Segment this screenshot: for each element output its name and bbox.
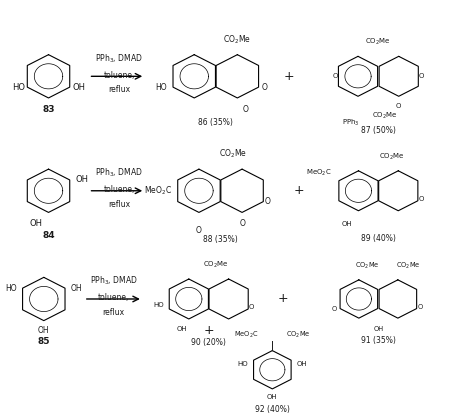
Text: O: O [419,196,424,202]
Text: reflux: reflux [102,308,125,317]
Text: HO: HO [153,302,164,308]
Text: +: + [294,184,304,197]
Text: OH: OH [177,326,187,331]
Text: HO: HO [237,361,248,367]
Text: CO$_2$Me: CO$_2$Me [356,261,380,271]
Text: O: O [240,219,246,228]
Text: 90 (20%): 90 (20%) [191,338,226,347]
Text: 83: 83 [42,106,55,114]
Text: O: O [249,304,255,310]
Text: CO$_2$Me: CO$_2$Me [372,111,398,121]
Text: OH: OH [72,83,85,92]
Text: 92 (40%): 92 (40%) [255,405,290,414]
Text: PPh$_3$, DMAD: PPh$_3$, DMAD [95,52,143,65]
Text: PPh$_3$, DMAD: PPh$_3$, DMAD [95,167,143,179]
Text: PPh$_3$, DMAD: PPh$_3$, DMAD [90,275,137,287]
Text: CO$_2$Me: CO$_2$Me [396,261,421,271]
Text: HO: HO [12,83,25,92]
Text: OH: OH [30,219,43,228]
Text: 89 (40%): 89 (40%) [361,234,396,243]
Text: OH: OH [296,361,307,367]
Text: CO$_2$Me: CO$_2$Me [365,37,391,47]
Text: toluene,: toluene, [103,185,135,194]
Text: O: O [419,73,424,79]
Text: PPh$_3$: PPh$_3$ [342,118,360,128]
Text: O: O [332,305,337,312]
Text: CO$_2$Me: CO$_2$Me [379,151,405,162]
Text: 84: 84 [42,231,55,240]
Text: +: + [278,292,289,305]
Text: MeO$_2$C: MeO$_2$C [306,168,331,178]
Text: 86 (35%): 86 (35%) [198,118,233,127]
Text: reflux: reflux [108,200,130,209]
Text: +: + [203,324,214,337]
Text: 85: 85 [37,337,50,346]
Text: OH: OH [267,394,278,400]
Text: OH: OH [374,326,383,331]
Text: OH: OH [342,221,353,227]
Text: reflux: reflux [108,85,130,94]
Text: MeO$_2$C: MeO$_2$C [144,184,172,197]
Text: O: O [242,106,248,114]
Text: CO$_2$Me: CO$_2$Me [202,260,228,270]
Text: toluene,: toluene, [98,293,129,302]
Text: CO$_2$Me: CO$_2$Me [219,147,246,160]
Text: O: O [418,304,423,310]
Text: OH: OH [71,284,82,292]
Text: O: O [332,73,337,79]
Text: OH: OH [38,326,50,335]
Text: O: O [196,226,202,235]
Text: 88 (35%): 88 (35%) [203,235,238,244]
Text: O: O [396,103,401,109]
Text: 91 (35%): 91 (35%) [361,336,396,344]
Text: O: O [265,197,271,206]
Text: +: + [283,70,294,83]
Text: HO: HO [5,284,17,292]
Text: HO: HO [156,83,167,92]
Text: MeO$_2$C: MeO$_2$C [234,330,258,340]
Text: CO$_2$Me: CO$_2$Me [286,330,311,340]
Text: 87 (50%): 87 (50%) [361,126,396,135]
Text: CO$_2$Me: CO$_2$Me [223,33,251,46]
Text: toluene,: toluene, [103,70,135,80]
Text: OH: OH [75,176,88,184]
Text: O: O [261,83,267,92]
